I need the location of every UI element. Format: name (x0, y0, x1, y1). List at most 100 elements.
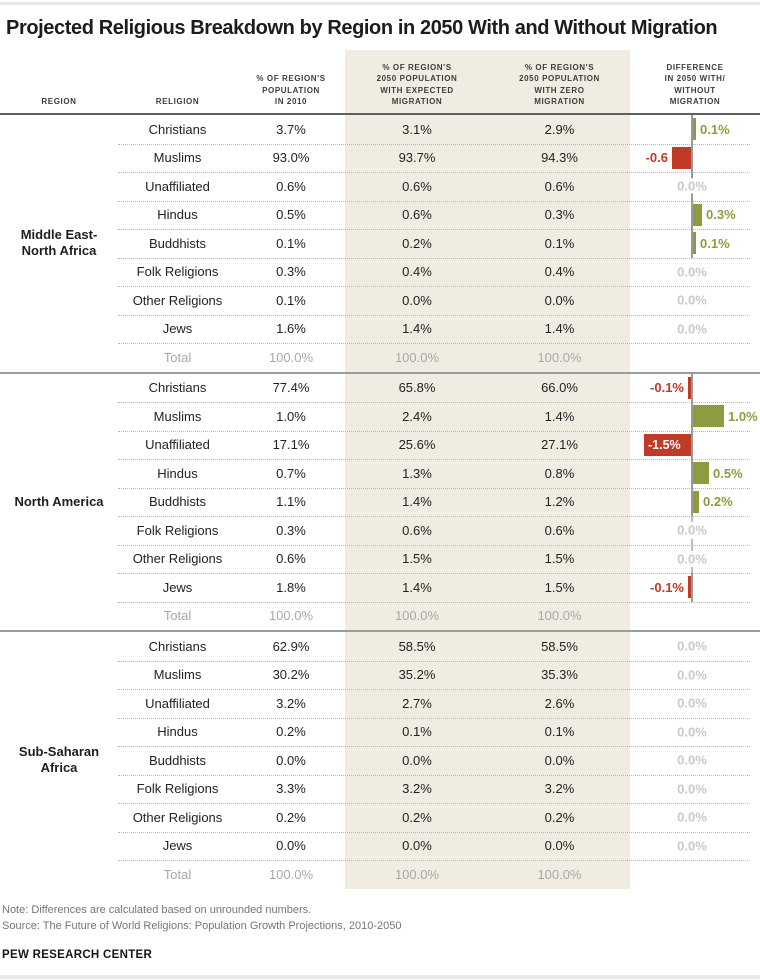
column-header-pop2010: % OF REGION'S POPULATION IN 2010 (256, 74, 326, 107)
table-row: Jews 1.6% 1.4% 1.4% 0.0% (118, 315, 760, 344)
pop2010-cell: 62.9% (272, 638, 310, 654)
pop2010-cell: 100.0% (268, 349, 314, 365)
table-row: Total 100.0% 100.0% 100.0% (118, 860, 760, 889)
table-row: Other Religions 0.6% 1.5% 1.5% 0.0% (118, 544, 760, 574)
table-row: Total 100.0% 100.0% 100.0% (118, 343, 760, 372)
difference-cell: -0.1% (630, 373, 760, 402)
zero-axis-line (691, 143, 693, 172)
table-row: Total 100.0% 100.0% 100.0% (118, 602, 760, 631)
positive-diff-bar (693, 405, 724, 427)
diff-zero-label: 0.0% (674, 667, 710, 683)
difference-cell: 0.0% (630, 661, 760, 690)
table-row: Jews 1.8% 1.4% 1.5% -0.1% (118, 573, 760, 602)
religion-cell: Hindus (157, 724, 198, 740)
difference-cell: 0.0% (630, 746, 760, 775)
religion-cell: Christians (148, 121, 207, 137)
zero-cell: 0.1% (544, 235, 575, 251)
note-text: Note: Differences are calculated based o… (2, 903, 312, 916)
religion-cell: Buddhists (148, 752, 207, 768)
table-row: Christians 77.4% 65.8% 66.0% -0.1% (118, 373, 760, 403)
negative-diff-bar (688, 576, 691, 598)
diff-zero-label: 0.0% (674, 838, 710, 854)
difference-cell: -0.6 (630, 143, 760, 172)
religion-cell: Buddhists (148, 235, 207, 251)
zero-cell: 3.2% (544, 781, 575, 797)
zero-axis-line (691, 373, 693, 402)
positive-diff-bar (693, 232, 696, 254)
expected-cell: 1.5% (402, 551, 432, 567)
table-row: Hindus 0.5% 0.6% 0.3% 0.3% (118, 200, 760, 230)
pop2010-cell: 1.8% (276, 579, 306, 595)
difference-cell: 0.0% (630, 258, 760, 287)
bottom-divider-rule (0, 974, 760, 979)
expected-cell: 0.6% (402, 178, 432, 194)
pop2010-cell: 1.6% (276, 321, 306, 337)
zero-cell: 58.5% (541, 638, 578, 654)
zero-cell: 1.4% (544, 321, 575, 337)
expected-cell: 3.2% (402, 781, 432, 797)
column-header-religion: RELIGION (155, 97, 200, 107)
religion-cell: Muslims (153, 667, 202, 683)
religion-cell: Jews (162, 838, 193, 854)
column-header-expected-migration: % OF REGION'S 2050 POPULATION WITH EXPEC… (376, 62, 458, 107)
zero-cell: 0.0% (544, 838, 575, 854)
pop2010-cell: 0.7% (276, 465, 306, 481)
expected-cell: 0.2% (402, 809, 432, 825)
section-divider (0, 630, 760, 632)
region-rows: Christians 77.4% 65.8% 66.0% -0.1% Muslims 1.0… (118, 373, 760, 631)
pop2010-cell: 100.0% (268, 608, 314, 624)
table-row: Muslims 30.2% 35.2% 35.3% 0.0% (118, 661, 760, 690)
difference-cell: 0.1% (630, 115, 760, 144)
table-row: Jews 0.0% 0.0% 0.0% 0.0% (118, 832, 760, 861)
region-label: North America (14, 493, 104, 509)
religion-cell: Muslims (153, 408, 202, 424)
zero-cell: 100.0% (537, 866, 582, 882)
expected-cell: 58.5% (398, 638, 436, 654)
pop2010-cell: 1.1% (276, 494, 306, 510)
pop2010-cell: 1.0% (276, 408, 306, 424)
religion-cell: Christians (148, 638, 207, 654)
difference-cell: 0.0% (630, 775, 760, 804)
positive-diff-bar (693, 490, 699, 513)
top-divider-rule (0, 2, 760, 5)
expected-cell: 0.1% (402, 724, 432, 740)
negative-diff-bar (644, 433, 691, 456)
expected-cell: 1.4% (402, 579, 432, 595)
difference-cell: 0.0% (630, 803, 760, 832)
highlight-band (345, 50, 630, 889)
difference-cell: 0.0% (630, 516, 760, 545)
difference-cell: 1.0% (630, 402, 760, 431)
religion-cell: Total (163, 866, 192, 882)
region-cell: Sub-Saharan Africa (0, 632, 118, 889)
region-rows: Christians 62.9% 58.5% 58.5% 0.0% Muslims 30.2… (118, 632, 760, 889)
diff-value-label: -0.6 (645, 150, 668, 166)
diff-value-label: -0.1% (650, 579, 684, 595)
table-row: Buddhists 1.1% 1.4% 1.2% 0.2% (118, 487, 760, 517)
negative-diff-bar (672, 146, 691, 169)
difference-cell (630, 343, 760, 372)
pop2010-cell: 0.5% (276, 207, 306, 223)
diff-value-label: -0.1% (650, 380, 684, 396)
chart-title: Projected Religious Breakdown by Region … (6, 17, 718, 39)
zero-axis-line (691, 402, 693, 431)
pop2010-cell: 0.3% (276, 264, 306, 280)
diff-value-label: -1.5% (648, 437, 681, 452)
difference-cell: 0.0% (630, 718, 760, 747)
pop2010-cell: 0.1% (276, 292, 306, 308)
diff-zero-label: 0.0% (674, 781, 710, 797)
difference-cell (630, 602, 760, 631)
difference-cell: 0.1% (630, 229, 760, 258)
region-rows: Christians 3.7% 3.1% 2.9% 0.1% Muslims 93.0% 93… (118, 115, 760, 372)
zero-cell: 100.0% (537, 349, 582, 365)
expected-cell: 0.0% (402, 838, 432, 854)
expected-cell: 35.2% (398, 667, 436, 683)
religion-cell: Unaffiliated (145, 437, 210, 453)
table-row: Unaffiliated 3.2% 2.7% 2.6% 0.0% (118, 689, 760, 718)
pop2010-cell: 17.1% (272, 437, 310, 453)
zero-cell: 94.3% (541, 150, 578, 166)
religion-cell: Hindus (157, 465, 198, 481)
diff-value-label: 0.5% (713, 465, 743, 481)
positive-diff-bar (693, 462, 709, 484)
religion-cell: Unaffiliated (145, 178, 210, 194)
